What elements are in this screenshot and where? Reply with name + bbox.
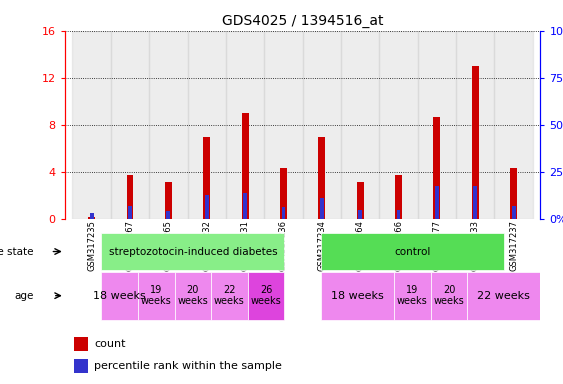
Bar: [280, 168, 287, 219]
Bar: [435, 186, 439, 219]
Bar: [175, 272, 211, 319]
Bar: [358, 210, 362, 219]
Text: 26
weeks: 26 weeks: [251, 285, 282, 306]
Bar: [149, 31, 187, 219]
Bar: [472, 66, 479, 219]
Bar: [90, 213, 93, 219]
Text: 20
weeks: 20 weeks: [177, 285, 208, 306]
Bar: [167, 211, 170, 219]
Bar: [321, 272, 394, 319]
Bar: [264, 31, 303, 219]
Bar: [318, 137, 325, 219]
Bar: [203, 137, 210, 219]
Bar: [510, 168, 517, 219]
Bar: [248, 272, 284, 319]
Bar: [321, 233, 504, 270]
Bar: [226, 31, 264, 219]
Bar: [320, 198, 324, 219]
Text: control: control: [394, 247, 431, 257]
Bar: [467, 272, 540, 319]
Bar: [128, 206, 132, 219]
Bar: [357, 182, 364, 219]
Bar: [395, 175, 402, 219]
Bar: [74, 337, 88, 351]
Bar: [111, 31, 149, 219]
Bar: [74, 359, 88, 372]
Bar: [282, 207, 285, 219]
Text: 22
weeks: 22 weeks: [214, 285, 245, 306]
Bar: [396, 210, 400, 219]
Bar: [434, 117, 440, 219]
Bar: [187, 31, 226, 219]
Text: 19
weeks: 19 weeks: [141, 285, 172, 306]
Bar: [512, 206, 516, 219]
Bar: [127, 175, 133, 219]
Bar: [101, 233, 284, 270]
Text: count: count: [94, 339, 126, 349]
Bar: [431, 272, 467, 319]
Bar: [394, 272, 431, 319]
Bar: [165, 182, 172, 219]
Text: 18 weeks: 18 weeks: [331, 291, 384, 301]
Text: streptozotocin-induced diabetes: streptozotocin-induced diabetes: [109, 247, 277, 257]
Text: 22 weeks: 22 weeks: [477, 291, 530, 301]
Bar: [211, 272, 248, 319]
Bar: [73, 31, 111, 219]
Text: age: age: [15, 291, 34, 301]
Bar: [101, 272, 138, 319]
Bar: [341, 31, 379, 219]
Text: percentile rank within the sample: percentile rank within the sample: [94, 361, 282, 371]
Bar: [138, 272, 175, 319]
Text: 19
weeks: 19 weeks: [397, 285, 428, 306]
Text: disease state: disease state: [0, 247, 34, 257]
Bar: [303, 31, 341, 219]
Title: GDS4025 / 1394516_at: GDS4025 / 1394516_at: [222, 14, 383, 28]
Bar: [494, 31, 533, 219]
Bar: [88, 217, 95, 219]
Bar: [418, 31, 456, 219]
Bar: [242, 113, 248, 219]
Bar: [456, 31, 494, 219]
Text: 18 weeks: 18 weeks: [93, 291, 146, 301]
Bar: [205, 195, 209, 219]
Bar: [243, 193, 247, 219]
Bar: [473, 186, 477, 219]
Text: 20
weeks: 20 weeks: [434, 285, 464, 306]
Bar: [379, 31, 418, 219]
